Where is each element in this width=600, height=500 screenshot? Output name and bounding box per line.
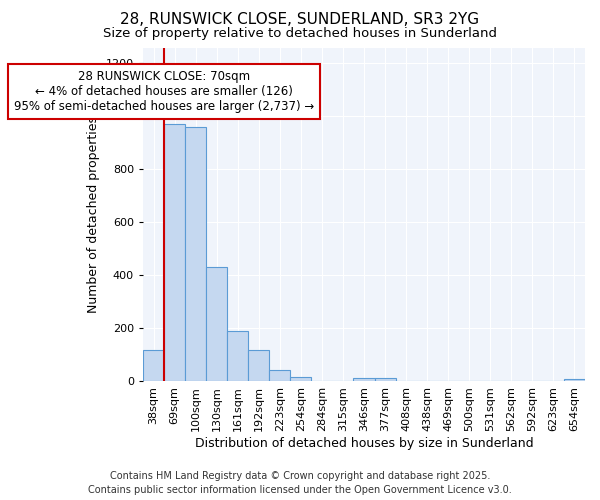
Bar [290, 376, 311, 382]
Bar [164, 124, 185, 382]
Bar [227, 331, 248, 382]
Bar [248, 350, 269, 382]
Text: Contains HM Land Registry data © Crown copyright and database right 2025.
Contai: Contains HM Land Registry data © Crown c… [88, 471, 512, 495]
Bar [185, 127, 206, 382]
Text: 28, RUNSWICK CLOSE, SUNDERLAND, SR3 2YG: 28, RUNSWICK CLOSE, SUNDERLAND, SR3 2YG [121, 12, 479, 28]
Bar [353, 378, 374, 382]
Bar [269, 370, 290, 382]
Text: Size of property relative to detached houses in Sunderland: Size of property relative to detached ho… [103, 28, 497, 40]
Y-axis label: Number of detached properties: Number of detached properties [87, 116, 100, 313]
Bar [206, 268, 227, 382]
X-axis label: Distribution of detached houses by size in Sunderland: Distribution of detached houses by size … [194, 437, 533, 450]
Bar [374, 378, 395, 382]
Bar [564, 380, 585, 382]
Text: 28 RUNSWICK CLOSE: 70sqm
← 4% of detached houses are smaller (126)
95% of semi-d: 28 RUNSWICK CLOSE: 70sqm ← 4% of detache… [14, 70, 314, 113]
Bar [143, 350, 164, 382]
